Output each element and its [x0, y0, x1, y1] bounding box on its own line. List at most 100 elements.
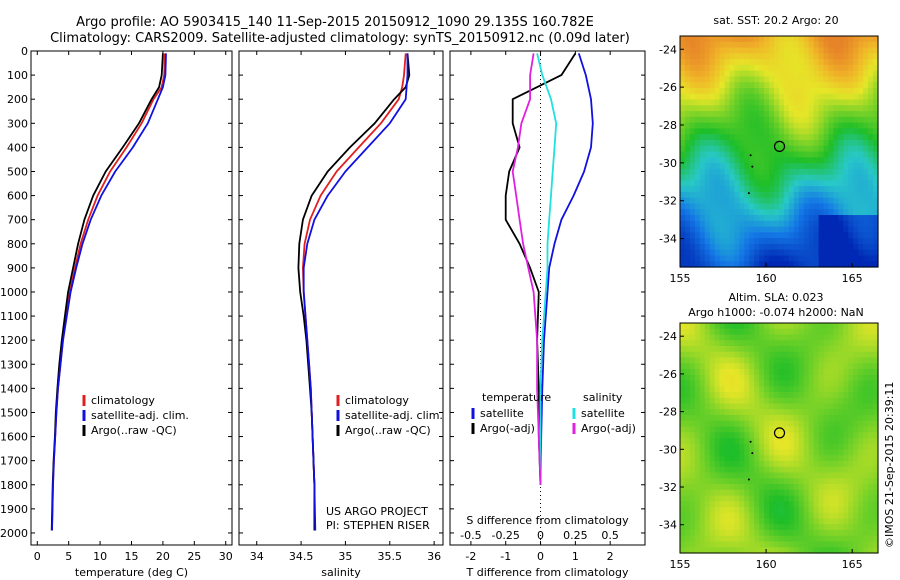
- map-cell: [863, 415, 869, 422]
- map-cell: [843, 449, 849, 456]
- map-cell: [798, 53, 805, 60]
- map-cell: [793, 99, 800, 106]
- map-cell: [689, 215, 696, 222]
- map-cell: [798, 105, 805, 112]
- map-cell: [724, 191, 731, 199]
- map-cell: [719, 151, 726, 158]
- map-cell: [680, 174, 686, 181]
- map-cell: [853, 116, 859, 124]
- map-cell: [734, 443, 740, 451]
- x-tick-label: 160: [756, 272, 777, 285]
- map-cell: [739, 449, 745, 456]
- map-cell: [689, 334, 696, 341]
- map-cell: [828, 151, 835, 158]
- map-cell: [793, 357, 800, 364]
- map-cell: [858, 328, 864, 336]
- map-cell: [724, 134, 731, 141]
- map-cell: [749, 36, 755, 43]
- map-cell: [749, 369, 755, 376]
- map-cell: [843, 59, 849, 66]
- map-cell: [873, 151, 879, 158]
- map-cell: [838, 215, 844, 222]
- map-cell: [764, 186, 770, 193]
- map-cell: [828, 524, 835, 531]
- map-cell: [793, 489, 800, 497]
- map-cell: [724, 357, 731, 364]
- map-cell: [709, 449, 716, 456]
- map-cell: [734, 122, 740, 130]
- map-cell: [793, 203, 800, 210]
- map-cell: [694, 346, 701, 353]
- map-frame: [679, 35, 879, 268]
- map-cell: [749, 111, 755, 118]
- map-cell: [694, 426, 701, 433]
- map-cell: [813, 380, 820, 387]
- map-cell: [739, 249, 745, 257]
- map-cell: [818, 111, 825, 118]
- map-cell: [868, 369, 874, 376]
- map-cell: [793, 238, 800, 245]
- map-cell: [818, 87, 825, 95]
- map-cell: [769, 438, 775, 445]
- map-cell: [759, 518, 765, 525]
- map-cell: [848, 203, 854, 210]
- map-cell: [729, 547, 736, 554]
- map-cell: [699, 238, 706, 245]
- map-cell: [818, 163, 825, 170]
- map-cell: [788, 478, 795, 485]
- map-cell: [818, 518, 825, 525]
- map-cell: [749, 530, 755, 537]
- map-cell: [873, 163, 879, 170]
- map-cell: [724, 47, 731, 54]
- map-field: [680, 36, 879, 268]
- map-cell: [788, 541, 795, 548]
- map-cell: [788, 455, 795, 462]
- map-cell: [744, 215, 750, 222]
- map-cell: [704, 203, 711, 210]
- map-cell: [719, 70, 726, 78]
- map-cell: [749, 249, 755, 257]
- map-cell: [769, 334, 775, 341]
- map-cell: [788, 116, 795, 124]
- map-cell: [783, 530, 790, 537]
- map-cell: [759, 128, 765, 135]
- map-cell: [868, 261, 874, 268]
- map-cell: [704, 466, 711, 474]
- map-cell: [729, 369, 736, 376]
- map-cell: [769, 209, 775, 216]
- map-cell: [863, 334, 869, 341]
- map-cell: [774, 111, 780, 118]
- x-tick-label: 34.5: [289, 550, 314, 563]
- map-cell: [783, 47, 790, 54]
- map-cell: [873, 82, 879, 89]
- map-cell: [868, 484, 874, 491]
- map-cell: [873, 87, 879, 95]
- map-cell: [788, 507, 795, 514]
- y-tick-label: -30: [659, 157, 677, 170]
- map-cell: [704, 363, 711, 370]
- map-cell: [858, 151, 864, 158]
- map-cell: [759, 139, 765, 147]
- map-cell: [769, 191, 775, 199]
- map-cell: [689, 59, 696, 66]
- map-cell: [759, 180, 765, 187]
- map-field: [680, 323, 879, 554]
- map-cell: [724, 443, 731, 451]
- map-cell: [838, 374, 844, 382]
- map-cell: [788, 87, 795, 95]
- map-cell: [749, 180, 755, 187]
- map-cell: [684, 209, 691, 216]
- map-cell: [873, 346, 879, 353]
- map-cell: [779, 186, 785, 193]
- map-cell: [759, 87, 765, 95]
- map-cell: [759, 426, 765, 433]
- map-cell: [684, 409, 691, 416]
- map-cell: [818, 386, 825, 393]
- map-cell: [779, 524, 785, 531]
- map-cell: [853, 232, 859, 239]
- map-cell: [744, 518, 750, 525]
- map-cell: [769, 180, 775, 187]
- map-cell: [808, 191, 815, 199]
- map-cell: [818, 174, 825, 181]
- map-cell: [833, 145, 839, 153]
